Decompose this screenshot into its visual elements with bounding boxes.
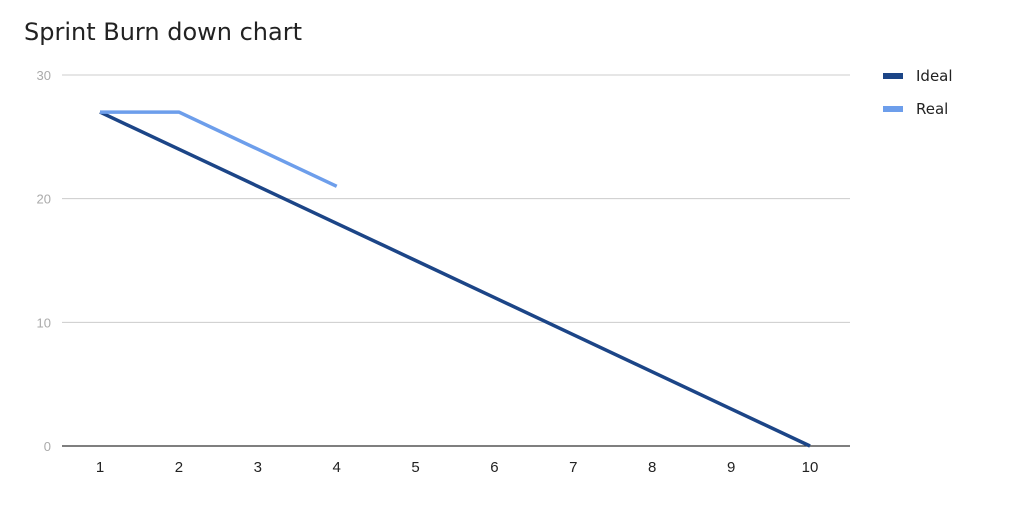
- legend-swatch-real: [883, 106, 903, 112]
- x-tick-label: 9: [727, 459, 735, 476]
- x-tick-label: 1: [96, 459, 104, 476]
- series-line-real: [100, 110, 338, 188]
- y-tick-label: 10: [37, 315, 51, 330]
- x-tick-label: 2: [175, 459, 183, 476]
- y-tick-label: 0: [44, 439, 51, 454]
- y-tick-label: 20: [37, 192, 51, 207]
- x-tick-label: 5: [411, 459, 419, 476]
- grid-lines: [62, 74, 850, 447]
- x-tick-label: 8: [648, 459, 656, 476]
- legend-label-real: Real: [916, 100, 948, 118]
- x-tick-label: 10: [802, 459, 819, 476]
- x-tick-label: 4: [332, 459, 340, 476]
- x-tick-label: 6: [490, 459, 498, 476]
- chart-title: Sprint Burn down chart: [24, 18, 302, 46]
- x-tick-label: 7: [569, 459, 577, 476]
- legend-label-ideal: Ideal: [916, 67, 953, 85]
- x-tick-label: 3: [254, 459, 262, 476]
- series-lines: [99, 110, 811, 448]
- legend-swatch-ideal: [883, 73, 903, 79]
- y-axis-ticks: 0 10 20 30: [37, 68, 51, 454]
- legend: Ideal Real: [883, 67, 953, 118]
- x-axis-ticks: 1 2 3 4 5 6 7 8 9 10: [96, 459, 819, 476]
- series-line-ideal: [99, 110, 811, 448]
- y-tick-label: 30: [37, 68, 51, 83]
